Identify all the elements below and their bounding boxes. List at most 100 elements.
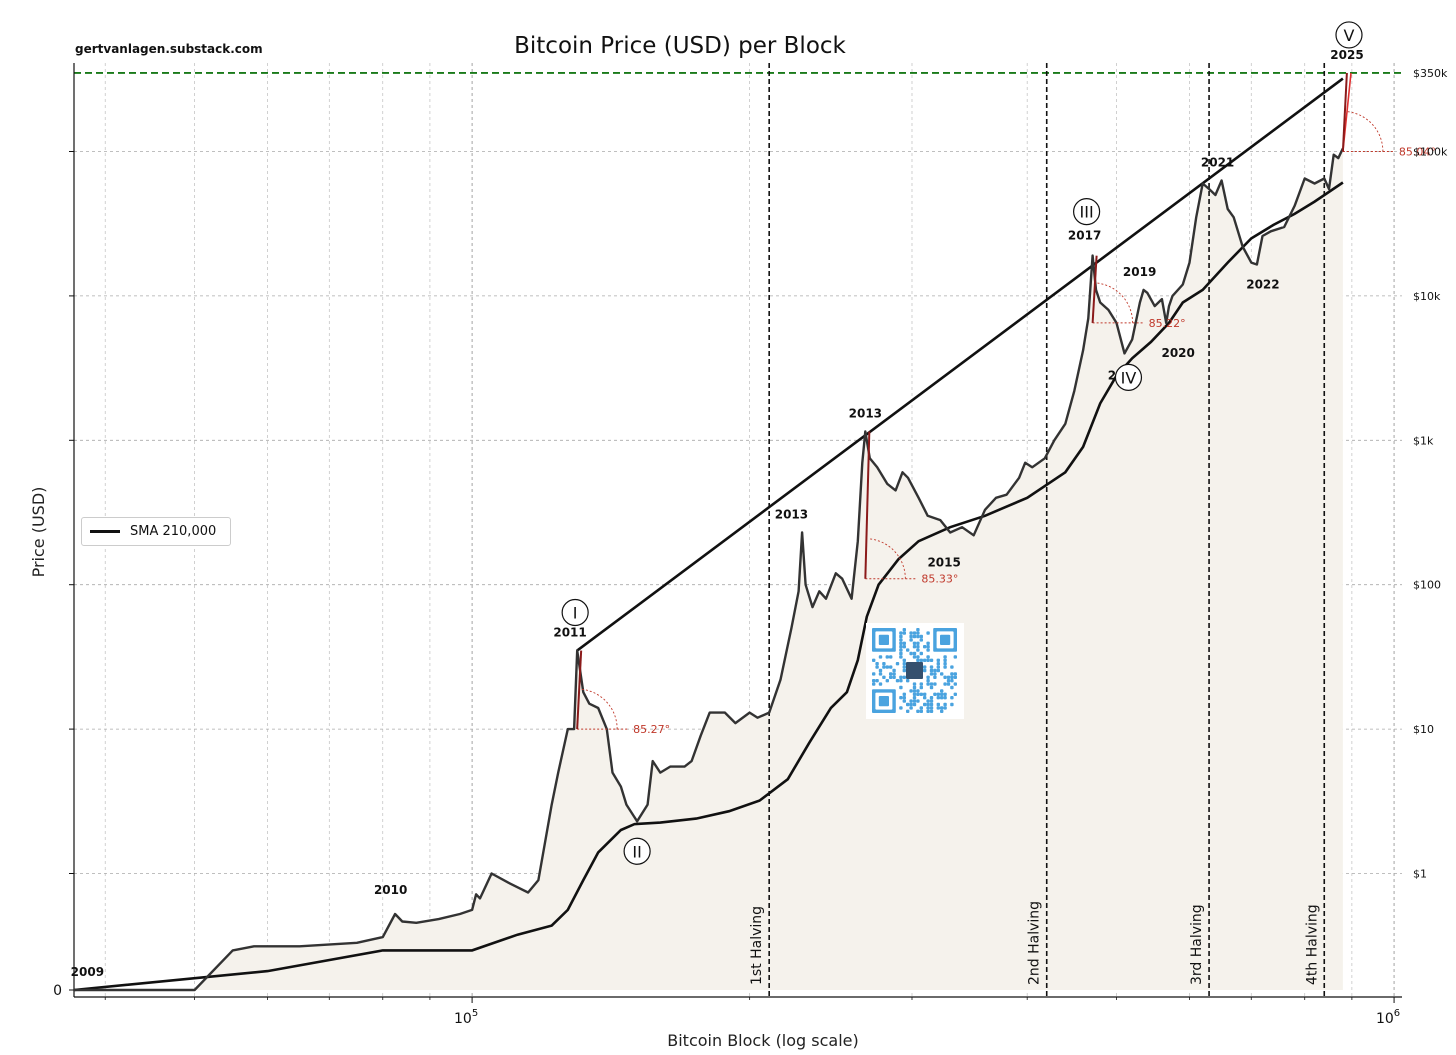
halving-label: 1st Halving bbox=[749, 906, 765, 985]
qr-module bbox=[943, 706, 947, 710]
year-label-2015: 2015 bbox=[927, 555, 960, 569]
wave-circle-III bbox=[1073, 198, 1101, 226]
qr-module bbox=[889, 655, 893, 659]
qr-module bbox=[926, 631, 930, 635]
qr-module bbox=[872, 679, 876, 683]
wave-label-V: V bbox=[1344, 26, 1355, 45]
angle-label: 85.27° bbox=[633, 723, 670, 736]
qr-module bbox=[916, 655, 920, 659]
qr-module bbox=[912, 696, 917, 700]
qr-module bbox=[926, 655, 930, 659]
qr-module bbox=[919, 692, 923, 696]
qr-module bbox=[929, 658, 934, 662]
qr-module bbox=[906, 648, 910, 652]
qr-module bbox=[926, 682, 930, 686]
qr-module bbox=[902, 631, 906, 635]
year-label-2025: 2025 bbox=[1330, 48, 1363, 62]
y-tick-label: $10 bbox=[1413, 723, 1434, 736]
wave-label-II: II bbox=[632, 842, 641, 861]
qr-module bbox=[943, 682, 947, 686]
qr-module bbox=[885, 665, 889, 669]
qr-module bbox=[912, 645, 917, 649]
wave-circle-IV bbox=[1114, 363, 1143, 391]
qr-module bbox=[902, 628, 906, 632]
qr-module bbox=[923, 702, 927, 707]
qr-module bbox=[899, 685, 903, 690]
year-label-2013: 2013 bbox=[849, 407, 882, 421]
qr-module bbox=[899, 706, 903, 710]
qr-module bbox=[936, 658, 940, 662]
y-tick-label: $100k bbox=[1413, 146, 1448, 159]
price-line bbox=[74, 147, 1344, 992]
qr-module bbox=[909, 634, 913, 639]
plot-area: 1st Halving 2nd Halving 3rd Halving 4th Hal… bbox=[53, 21, 1448, 1027]
qr-module bbox=[916, 631, 920, 635]
sma-line bbox=[73, 181, 1344, 992]
qr-module bbox=[929, 709, 934, 713]
qr-module bbox=[902, 699, 906, 703]
qr-module bbox=[882, 665, 886, 669]
wave-label-I: I bbox=[573, 604, 578, 623]
wave-circle-II bbox=[623, 837, 651, 865]
qr-module bbox=[899, 651, 903, 656]
qr-module bbox=[946, 675, 951, 679]
qr-module bbox=[912, 631, 917, 635]
qr-module bbox=[929, 682, 934, 686]
qr-module bbox=[929, 699, 934, 703]
year-label-2019: 2019 bbox=[1123, 265, 1156, 279]
qr-module bbox=[943, 658, 947, 662]
wave-circle-V bbox=[1335, 21, 1363, 49]
qr-module bbox=[892, 675, 896, 679]
qr-module bbox=[912, 651, 917, 656]
qr-finder-core bbox=[878, 696, 889, 707]
qr-module bbox=[909, 706, 913, 710]
y-tick-label: $1k bbox=[1413, 434, 1434, 447]
qr-code bbox=[866, 623, 964, 719]
qr-module bbox=[929, 702, 934, 707]
qr-module bbox=[926, 706, 930, 710]
qr-module bbox=[943, 665, 947, 669]
qr-module bbox=[933, 672, 937, 676]
qr-module bbox=[912, 634, 917, 639]
qr-module bbox=[912, 685, 917, 690]
qr-module bbox=[933, 675, 937, 679]
qr-module bbox=[885, 655, 889, 659]
qr-module bbox=[906, 679, 910, 683]
qr-module bbox=[943, 696, 947, 700]
qr-module bbox=[878, 655, 883, 659]
qr-module bbox=[953, 682, 957, 686]
qr-module bbox=[936, 696, 940, 700]
year-label-2017: 2017 bbox=[1068, 229, 1101, 243]
qr-module bbox=[899, 634, 903, 639]
qr-module bbox=[909, 651, 913, 656]
qr-module bbox=[902, 692, 906, 696]
qr-module bbox=[889, 675, 893, 679]
legend-sma-swatch bbox=[90, 530, 120, 533]
legend-sma-label: SMA 210,000 bbox=[130, 524, 217, 539]
price-area-fill bbox=[74, 148, 1343, 990]
qr-module bbox=[929, 685, 934, 690]
qr-module bbox=[946, 679, 951, 683]
qr-module bbox=[936, 702, 940, 707]
angle-arc bbox=[1095, 282, 1134, 323]
angle-rise-line bbox=[864, 431, 871, 579]
qr-module bbox=[916, 689, 920, 693]
qr-module bbox=[902, 662, 906, 666]
year-label-2009: 2009 bbox=[71, 965, 104, 979]
qr-module bbox=[899, 655, 903, 659]
qr-module bbox=[943, 692, 947, 696]
angle-rise-line bbox=[1091, 255, 1098, 323]
qr-module bbox=[909, 638, 913, 642]
qr-module bbox=[929, 706, 934, 710]
qr-module bbox=[936, 706, 940, 710]
qr-module bbox=[950, 672, 954, 676]
qr-module bbox=[909, 702, 913, 707]
qr-module bbox=[950, 679, 954, 683]
qr-module bbox=[902, 641, 906, 645]
qr-module bbox=[889, 672, 893, 676]
qr-module bbox=[923, 658, 927, 662]
wave-label-III: III bbox=[1080, 203, 1094, 222]
qr-module bbox=[916, 658, 920, 662]
y-tick-label: $1 bbox=[1413, 868, 1427, 881]
